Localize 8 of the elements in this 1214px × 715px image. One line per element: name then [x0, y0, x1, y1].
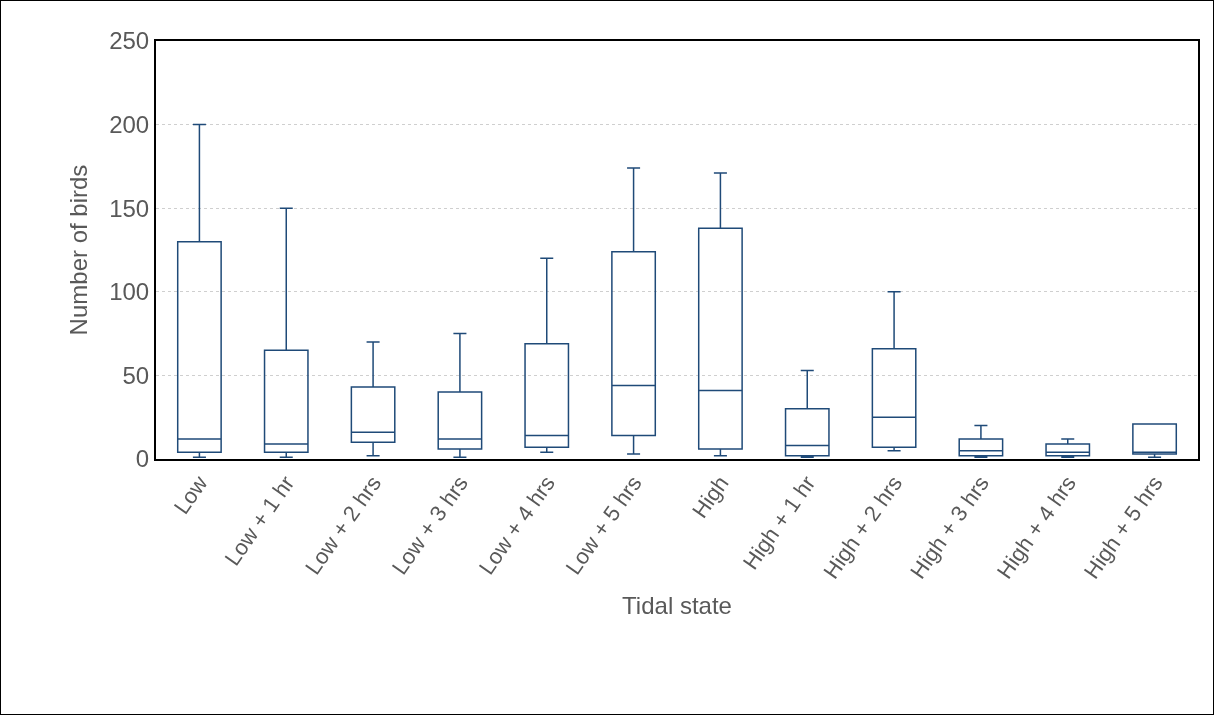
- y-tick-label: 50: [122, 361, 150, 389]
- y-tick-label: 100: [109, 278, 150, 306]
- y-tick-label: 200: [109, 111, 150, 138]
- y-tick-label: 150: [109, 194, 150, 222]
- y-tick-label: 0: [135, 445, 150, 473]
- y-axis-title: Number of birds: [64, 164, 92, 336]
- x-axis-title: Tidal state: [622, 592, 732, 620]
- y-tick-label: 250: [109, 27, 150, 55]
